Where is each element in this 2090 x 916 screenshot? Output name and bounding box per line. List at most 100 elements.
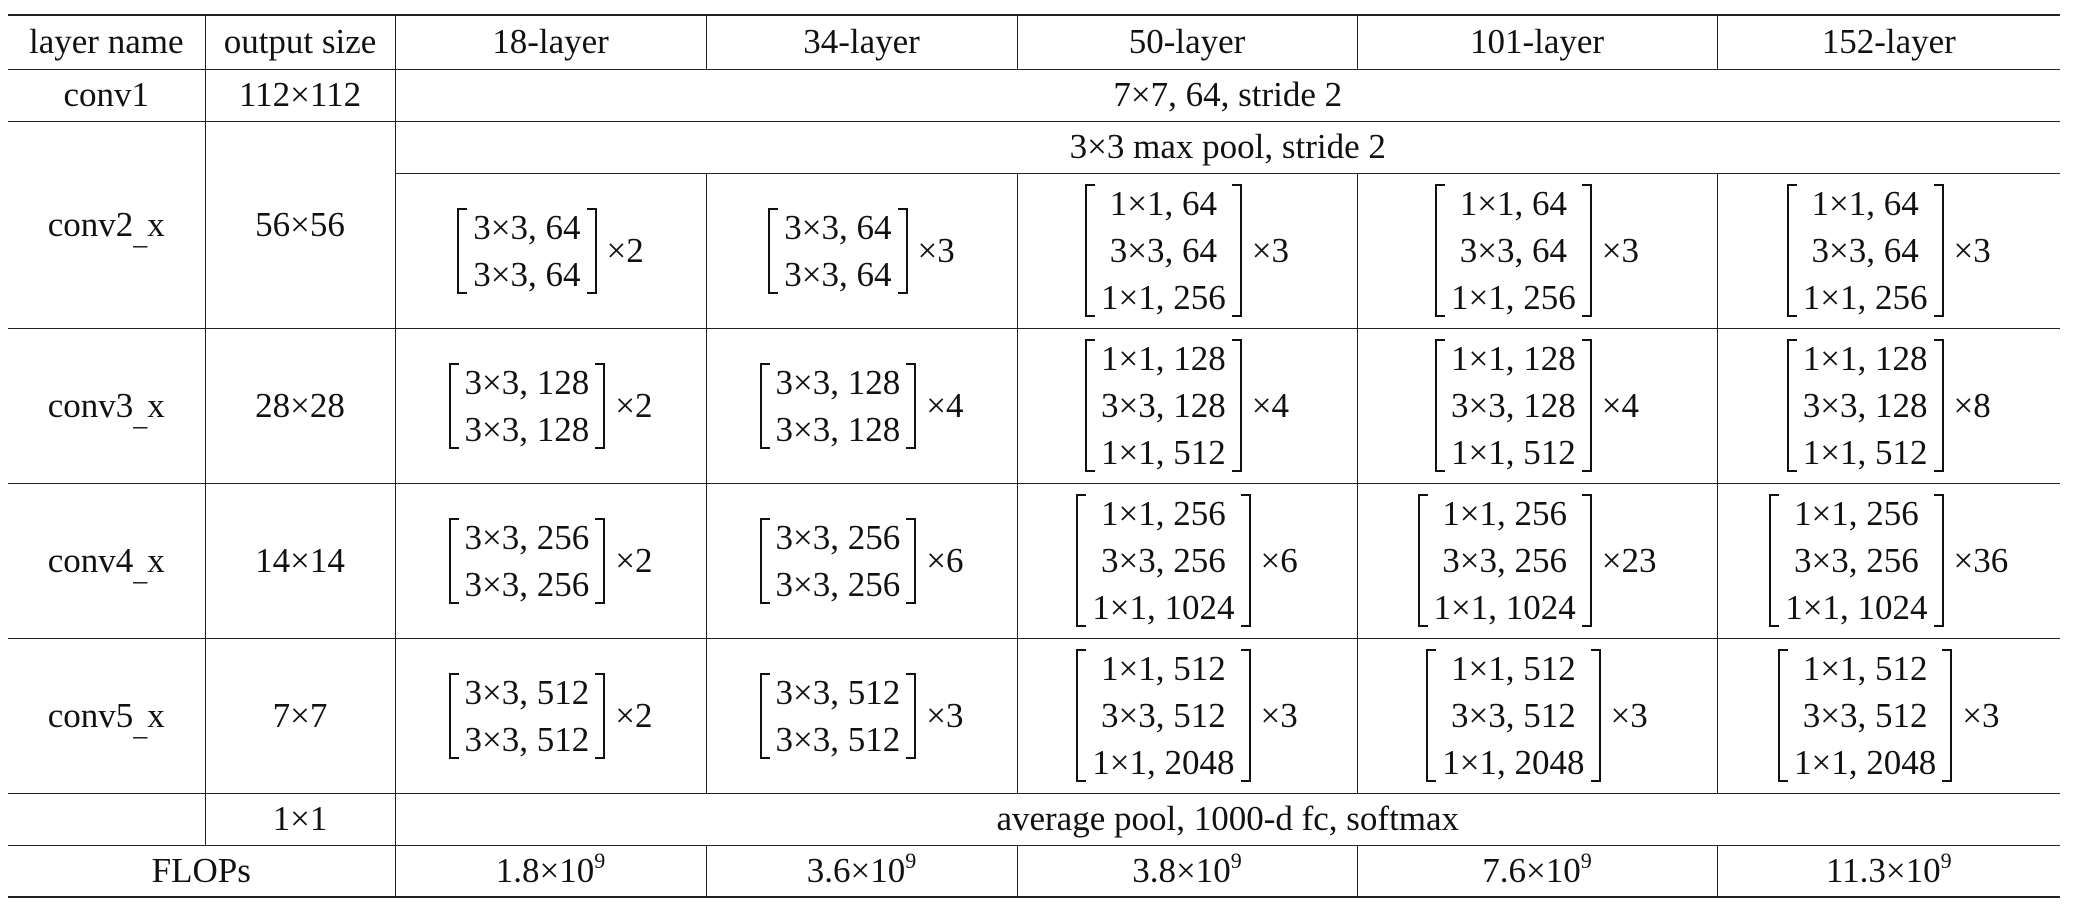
conv5-50-line-1: 1×1, 512	[1101, 649, 1226, 688]
conv4-18-multiplier: ×2	[615, 540, 653, 580]
conv5-suffix: _	[133, 710, 148, 742]
conv3-34-line-1: 3×3, 128	[775, 362, 901, 402]
header-152-layer: 152-layer	[1716, 14, 2060, 70]
conv3-101-line-3: 1×1, 512	[1451, 433, 1576, 472]
conv5-101-layer-block: 1×1, 512 3×3, 512 1×1, 2048 ×3	[1356, 637, 1718, 794]
header-18-layer: 18-layer	[394, 14, 707, 70]
flops-34-layer: 3.6×109	[705, 844, 1018, 898]
flops-18-mantissa: 1.8×10	[495, 850, 595, 890]
conv3-101-layer-block: 1×1, 128 3×3, 128 1×1, 512 ×4	[1356, 327, 1718, 484]
conv5-output-size: 7×7	[204, 637, 396, 794]
flops-50-layer: 3.8×109	[1016, 844, 1358, 898]
conv5-34-line-2: 3×3, 512	[775, 719, 901, 759]
resnet-architecture-table-wrapper: layer name output size 18-layer 34-layer…	[8, 14, 2060, 898]
conv4-row: conv4_x 14×14 3×3, 256 3×3, 256 ×2 3×3, 25…	[8, 482, 2060, 639]
conv2-101-line-3: 1×1, 256	[1451, 278, 1576, 317]
conv4-152-line-2: 3×3, 256	[1794, 541, 1919, 580]
flops-18-exponent: 9	[594, 847, 606, 873]
conv3-101-line-2: 3×3, 128	[1451, 386, 1576, 425]
conv3-suffix: _	[133, 400, 148, 432]
conv3-152-line-3: 1×1, 512	[1802, 433, 1928, 472]
conv2-output-size: 56×56	[204, 120, 396, 329]
conv5-152-layer-block: 1×1, 512 3×3, 512 1×1, 2048 ×3	[1716, 637, 2060, 794]
conv5-18-line-2: 3×3, 512	[464, 719, 590, 759]
conv4-50-line-1: 1×1, 256	[1101, 494, 1226, 533]
conv2-suffix: _	[133, 219, 148, 251]
conv3-101-multiplier: ×4	[1601, 385, 1639, 425]
conv5-18-line-1: 3×3, 512	[464, 672, 590, 712]
conv5-34-multiplier: ×3	[926, 695, 964, 735]
conv3-152-line-1: 1×1, 128	[1802, 339, 1928, 378]
conv5-152-line-2: 3×3, 512	[1802, 696, 1928, 735]
conv4-101-line-1: 1×1, 256	[1442, 494, 1567, 533]
header-101-layer: 101-layer	[1356, 14, 1718, 70]
conv3-101-line-1: 1×1, 128	[1451, 339, 1576, 378]
conv2-18-layer-block: 3×3, 64 3×3, 64 ×2	[394, 172, 707, 329]
conv4-18-line-1: 3×3, 256	[464, 517, 590, 557]
conv4-name: conv4_x	[8, 482, 206, 639]
conv1-row: conv1 112×112 7×7, 64, stride 2	[8, 68, 2060, 122]
conv2-blocks-row: 3×3, 64 3×3, 64 ×2 3×3, 64 3×3, 64 ×3 1×1, 6…	[8, 172, 2060, 329]
conv5-50-multiplier: ×3	[1260, 695, 1298, 735]
conv4-34-line-2: 3×3, 256	[775, 564, 901, 604]
conv1-name: conv1	[8, 68, 206, 122]
conv5-50-layer-block: 1×1, 512 3×3, 512 1×1, 2048 ×3	[1016, 637, 1358, 794]
conv4-18-layer-block: 3×3, 256 3×3, 256 ×2	[394, 482, 707, 639]
conv3-18-layer-block: 3×3, 128 3×3, 128 ×2	[394, 327, 707, 484]
header-layer-name: layer name	[8, 14, 206, 70]
flops-101-exponent: 9	[1580, 847, 1592, 873]
conv2-18-multiplier: ×2	[606, 230, 644, 270]
conv3-50-layer-block: 1×1, 128 3×3, 128 1×1, 512 ×4	[1016, 327, 1358, 484]
conv3-50-line-3: 1×1, 512	[1101, 433, 1226, 472]
conv3-34-multiplier: ×4	[926, 385, 964, 425]
conv5-name: conv5_x	[8, 637, 206, 794]
conv3-18-line-2: 3×3, 128	[464, 409, 590, 449]
conv4-101-layer-block: 1×1, 256 3×3, 256 1×1, 1024 ×23	[1356, 482, 1718, 639]
conv3-34-line-2: 3×3, 128	[775, 409, 901, 449]
conv4-152-line-1: 1×1, 256	[1794, 494, 1919, 533]
conv3-50-multiplier: ×4	[1251, 385, 1289, 425]
conv2-152-layer-block: 1×1, 64 3×3, 64 1×1, 256 ×3	[1716, 172, 2060, 329]
flops-101-layer: 7.6×109	[1356, 844, 1718, 898]
conv4-50-line-2: 3×3, 256	[1101, 541, 1226, 580]
conv3-name: conv3_x	[8, 327, 206, 484]
conv1-spec: 7×7, 64, stride 2	[394, 68, 2060, 122]
conv5-50-line-2: 3×3, 512	[1101, 696, 1226, 735]
flops-34-exponent: 9	[905, 847, 917, 873]
conv2-50-line-1: 1×1, 64	[1109, 184, 1217, 223]
conv4-50-multiplier: ×6	[1260, 540, 1298, 580]
conv5-34-line-1: 3×3, 512	[775, 672, 901, 712]
conv5-101-line-1: 1×1, 512	[1451, 649, 1576, 688]
conv2-152-line-3: 1×1, 256	[1802, 278, 1928, 317]
resnet-architecture-table: layer name output size 18-layer 34-layer…	[8, 14, 2060, 898]
conv5-101-multiplier: ×3	[1610, 695, 1648, 735]
conv4-34-layer-block: 3×3, 256 3×3, 256 ×6	[705, 482, 1018, 639]
flops-34-mantissa: 3.6×10	[806, 850, 906, 890]
conv3-50-line-1: 1×1, 128	[1101, 339, 1226, 378]
conv2-101-layer-block: 1×1, 64 3×3, 64 1×1, 256 ×3	[1356, 172, 1718, 329]
conv4-101-multiplier: ×23	[1601, 540, 1657, 580]
flops-101-mantissa: 7.6×10	[1482, 850, 1581, 890]
conv2-152-line-2: 3×3, 64	[1811, 231, 1919, 270]
conv2-101-line-2: 3×3, 64	[1459, 231, 1567, 270]
conv2-34-line-2: 3×3, 64	[784, 254, 892, 294]
conv4-output-size: 14×14	[204, 482, 396, 639]
conv5-18-multiplier: ×2	[615, 695, 653, 735]
conv3-152-line-2: 3×3, 128	[1802, 386, 1928, 425]
conv3-row: conv3_x 28×28 3×3, 128 3×3, 128 ×2 3×3, 12…	[8, 327, 2060, 484]
conv5-50-line-3: 1×1, 2048	[1092, 743, 1235, 782]
conv4-50-layer-block: 1×1, 256 3×3, 256 1×1, 1024 ×6	[1016, 482, 1358, 639]
conv2-152-multiplier: ×3	[1953, 230, 1991, 270]
conv4-152-multiplier: ×36	[1953, 540, 2009, 580]
conv2-34-layer-block: 3×3, 64 3×3, 64 ×3	[705, 172, 1018, 329]
conv3-34-layer-block: 3×3, 128 3×3, 128 ×4	[705, 327, 1018, 484]
header-output-size: output size	[204, 14, 396, 70]
flops-label: FLOPs	[8, 844, 396, 898]
conv2-101-line-1: 1×1, 64	[1459, 184, 1567, 223]
flops-18-layer: 1.8×109	[394, 844, 707, 898]
conv2-101-multiplier: ×3	[1601, 230, 1639, 270]
conv3-50-line-2: 3×3, 128	[1101, 386, 1226, 425]
header-50-layer: 50-layer	[1016, 14, 1358, 70]
flops-row: FLOPs 1.8×109 3.6×109 3.8×109 7.6×109 11…	[8, 844, 2060, 898]
header-row: layer name output size 18-layer 34-layer…	[8, 14, 2060, 70]
